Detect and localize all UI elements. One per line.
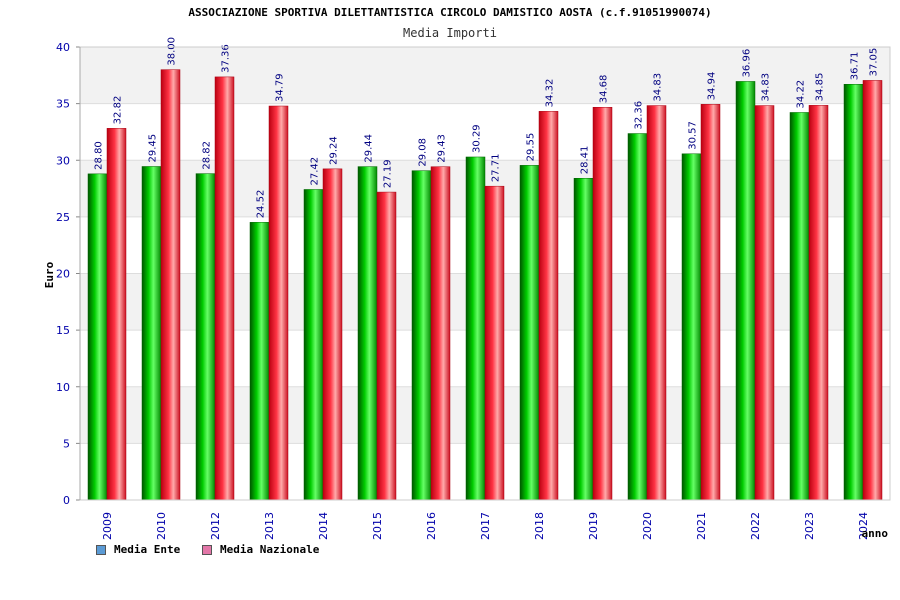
data-label-media-nazionale-2022: 34.83 [761,73,772,102]
chart-subtitle: Media Importi [403,26,497,40]
data-label-media-nazionale-2017: 27.71 [491,154,502,183]
data-label-media-nazionale-2009: 32.82 [113,96,124,125]
y-tick-label: 35 [56,98,70,111]
data-label-media-nazionale-2024: 37.05 [869,48,880,77]
x-axis-label: anno [862,527,889,540]
bar-media-nazionale-2018 [538,111,559,501]
x-tick-label-2012: 2012 [209,512,222,540]
x-tick-label-2022: 2022 [749,512,762,540]
bar-media-ente-2017 [465,156,486,501]
bar-media-nazionale-2012 [214,76,235,501]
bar-media-nazionale-2017 [484,185,505,501]
data-label-media-nazionale-2021: 34.94 [707,72,718,101]
bar-media-ente-2015 [357,166,378,501]
data-label-media-ente-2018: 29.55 [526,133,537,162]
legend-item-media-nazionale: Media Nazionale [202,543,319,556]
y-tick-label: 5 [63,437,70,450]
legend-label-media-ente: Media Ente [114,543,181,556]
y-tick-label: 0 [63,494,70,507]
legend-swatch-media-ente [96,544,106,555]
data-label-media-nazionale-2010: 38.00 [167,37,178,66]
chart-title: ASSOCIAZIONE SPORTIVA DILETTANTISTICA CI… [188,6,712,19]
bar-media-nazionale-2024 [862,80,883,501]
x-tick-label-2024: 2024 [857,512,870,540]
data-label-media-ente-2023: 34.22 [796,80,807,109]
bar-media-nazionale-2009 [106,128,127,501]
y-tick-label: 10 [56,381,70,394]
bar-media-ente-2020 [627,133,648,501]
x-tick-label-2013: 2013 [263,512,276,540]
legend-item-media-ente: Media Ente [96,543,180,556]
data-label-media-ente-2019: 28.41 [580,146,591,175]
bar-media-nazionale-2015 [376,191,397,501]
data-label-media-ente-2016: 29.08 [418,138,429,167]
data-label-media-ente-2013: 24.52 [256,190,267,219]
data-label-media-nazionale-2016: 29.43 [437,134,448,163]
data-label-media-ente-2015: 29.44 [364,134,375,163]
bar-media-ente-2012 [195,173,216,501]
bar-media-ente-2018 [519,165,540,501]
data-label-media-ente-2021: 30.57 [688,121,699,150]
data-label-media-nazionale-2015: 27.19 [383,159,394,188]
data-label-media-nazionale-2018: 34.32 [545,79,556,108]
bar-media-nazionale-2022 [754,105,775,501]
x-tick-label-2015: 2015 [371,512,384,540]
y-tick-label: 25 [56,211,70,224]
bar-media-ente-2021 [681,153,702,501]
y-tick-label: 20 [56,268,70,281]
y-tick-label: 40 [56,41,70,54]
bar-media-ente-2013 [249,222,270,501]
data-label-media-ente-2022: 36.96 [742,49,753,78]
x-tick-label-2023: 2023 [803,512,816,540]
data-label-media-nazionale-2012: 37.36 [221,44,232,73]
x-tick-label-2009: 2009 [101,512,114,540]
data-label-media-ente-2012: 28.82 [202,141,213,170]
bar-media-nazionale-2020 [646,105,667,501]
bar-media-ente-2019 [573,178,594,501]
data-label-media-ente-2024: 36.71 [850,52,861,81]
data-label-media-nazionale-2014: 29.24 [329,136,340,165]
x-tick-label-2018: 2018 [533,512,546,540]
bar-media-ente-2022 [735,81,756,501]
x-tick-label-2019: 2019 [587,512,600,540]
data-label-media-nazionale-2020: 34.83 [653,73,664,102]
x-tick-label-2014: 2014 [317,512,330,540]
bar-media-ente-2009 [87,173,108,501]
data-label-media-ente-2020: 32.36 [634,101,645,130]
bar-media-nazionale-2019 [592,106,613,501]
y-axis-label: Euro [43,261,56,288]
bar-media-nazionale-2014 [322,168,343,501]
bar-media-nazionale-2013 [268,105,289,501]
data-label-media-nazionale-2023: 34.85 [815,73,826,102]
x-tick-label-2010: 2010 [155,512,168,540]
data-label-media-ente-2014: 27.42 [310,157,321,186]
bar-media-ente-2016 [411,170,432,501]
data-label-media-ente-2017: 30.29 [472,124,483,153]
bar-media-nazionale-2010 [160,69,181,501]
bar-media-nazionale-2021 [700,104,721,501]
data-label-media-nazionale-2013: 34.79 [275,73,286,102]
legend-swatch-media-nazionale [202,544,212,555]
data-label-media-ente-2010: 29.45 [148,134,159,163]
y-tick-label: 30 [56,154,70,167]
bar-media-ente-2014 [303,189,324,501]
bar-media-nazionale-2016 [430,166,451,501]
x-tick-label-2021: 2021 [695,512,708,540]
y-tick-label: 15 [56,324,70,337]
data-label-media-nazionale-2019: 34.68 [599,75,610,104]
bar-media-ente-2024 [843,84,864,501]
x-tick-label-2016: 2016 [425,512,438,540]
x-tick-label-2017: 2017 [479,512,492,540]
data-label-media-ente-2009: 28.80 [94,141,105,170]
bar-media-ente-2023 [789,112,810,501]
x-tick-label-2020: 2020 [641,512,654,540]
bar-media-ente-2010 [141,166,162,501]
legend-label-media-nazionale: Media Nazionale [220,543,320,556]
bar-media-nazionale-2023 [808,105,829,501]
